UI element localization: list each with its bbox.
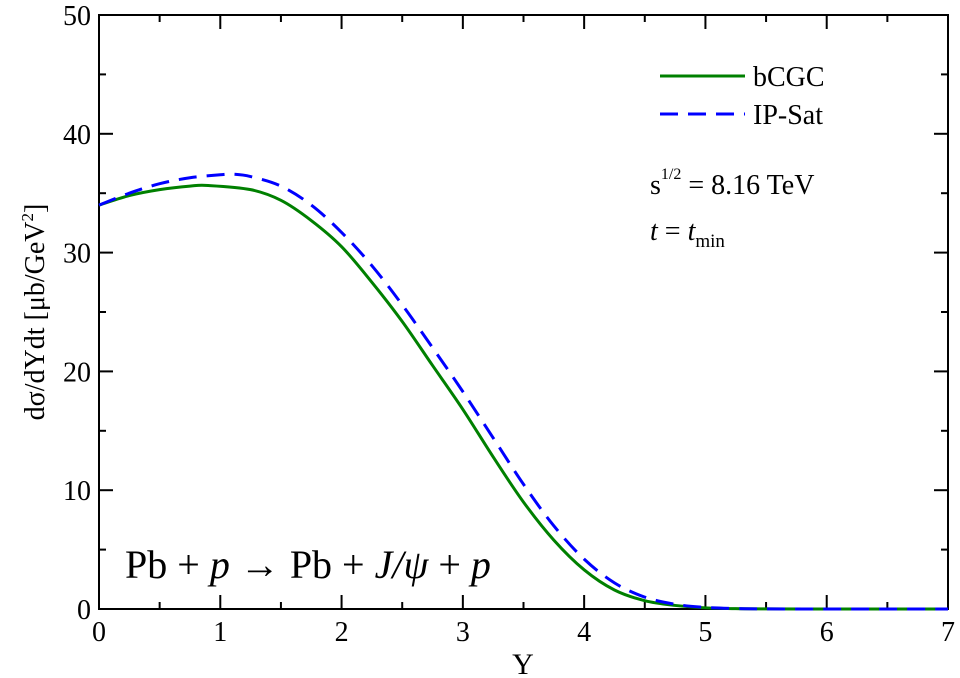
energy-sup: 1/2 bbox=[661, 166, 681, 183]
energy-annotation: s1/2 = 8.16 TeV bbox=[650, 166, 814, 201]
y-tick-label: 30 bbox=[63, 239, 91, 270]
x-tick-label: 3 bbox=[456, 617, 470, 648]
energy-rest: = 8.16 TeV bbox=[681, 170, 814, 201]
x-tick-label: 6 bbox=[820, 617, 834, 648]
process-p4: J/ψ bbox=[375, 542, 430, 587]
legend: bCGC IP-Sat bbox=[660, 62, 825, 131]
y-axis-label-end: ] bbox=[20, 204, 51, 213]
process-p5: + bbox=[428, 542, 471, 587]
x-tick-label: 4 bbox=[577, 617, 591, 648]
t-lhs: t bbox=[650, 216, 659, 247]
y-axis-label-main: dσ/dYdt [μb/GeV bbox=[20, 221, 51, 420]
series-line-bcgc bbox=[98, 183, 948, 611]
y-axis-label: dσ/dYdt [μb/GeV2] bbox=[18, 204, 51, 421]
process-p1: Pb + bbox=[125, 542, 210, 587]
process-p3: → Pb + bbox=[230, 542, 375, 587]
y-tick-label: 10 bbox=[63, 476, 91, 507]
x-tick-label: 7 bbox=[941, 617, 955, 648]
t-eq: = bbox=[658, 216, 688, 247]
energy-base: s bbox=[650, 170, 661, 201]
x-tick-label: 2 bbox=[335, 617, 349, 648]
y-tick-label: 20 bbox=[63, 357, 91, 388]
t-condition: t = tmin bbox=[650, 216, 725, 252]
series-group bbox=[98, 172, 948, 611]
x-axis-label: Y bbox=[512, 648, 534, 678]
x-tick-label: 5 bbox=[698, 617, 712, 648]
process-p2: p bbox=[207, 542, 230, 587]
t-rhs: t bbox=[688, 216, 697, 247]
process-label: Pb + p → Pb + J/ψ + p bbox=[125, 542, 491, 587]
axis-tick-labels: 0 1 2 3 4 5 6 7 0 10 20 30 40 50 bbox=[63, 1, 955, 648]
process-p6: p bbox=[468, 542, 491, 587]
legend-label-bcgc: bCGC bbox=[753, 62, 825, 93]
x-tick-label: 0 bbox=[92, 617, 106, 648]
t-sub: min bbox=[695, 231, 725, 252]
y-tick-label: 0 bbox=[77, 595, 91, 626]
legend-label-ipsat: IP-Sat bbox=[753, 100, 823, 131]
y-axis-label-sup: 2 bbox=[18, 213, 37, 222]
y-tick-label: 40 bbox=[63, 120, 91, 151]
axis-ticks bbox=[98, 14, 949, 610]
y-tick-label: 50 bbox=[63, 1, 91, 32]
x-tick-label: 1 bbox=[213, 617, 227, 648]
series-line-ip-sat bbox=[98, 172, 948, 611]
